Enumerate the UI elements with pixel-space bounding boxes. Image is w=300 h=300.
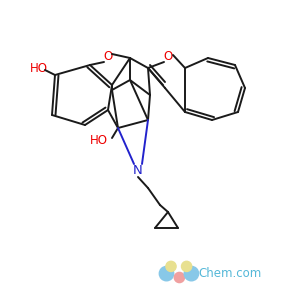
Text: N: N (133, 164, 143, 176)
Text: HO: HO (30, 61, 48, 74)
Circle shape (174, 272, 184, 283)
Text: O: O (103, 50, 112, 64)
Text: Chem.com: Chem.com (199, 267, 262, 280)
Text: O: O (164, 50, 172, 64)
Text: HO: HO (90, 134, 108, 146)
Circle shape (182, 261, 192, 272)
Circle shape (184, 266, 199, 281)
Circle shape (166, 261, 176, 272)
Circle shape (159, 266, 174, 281)
